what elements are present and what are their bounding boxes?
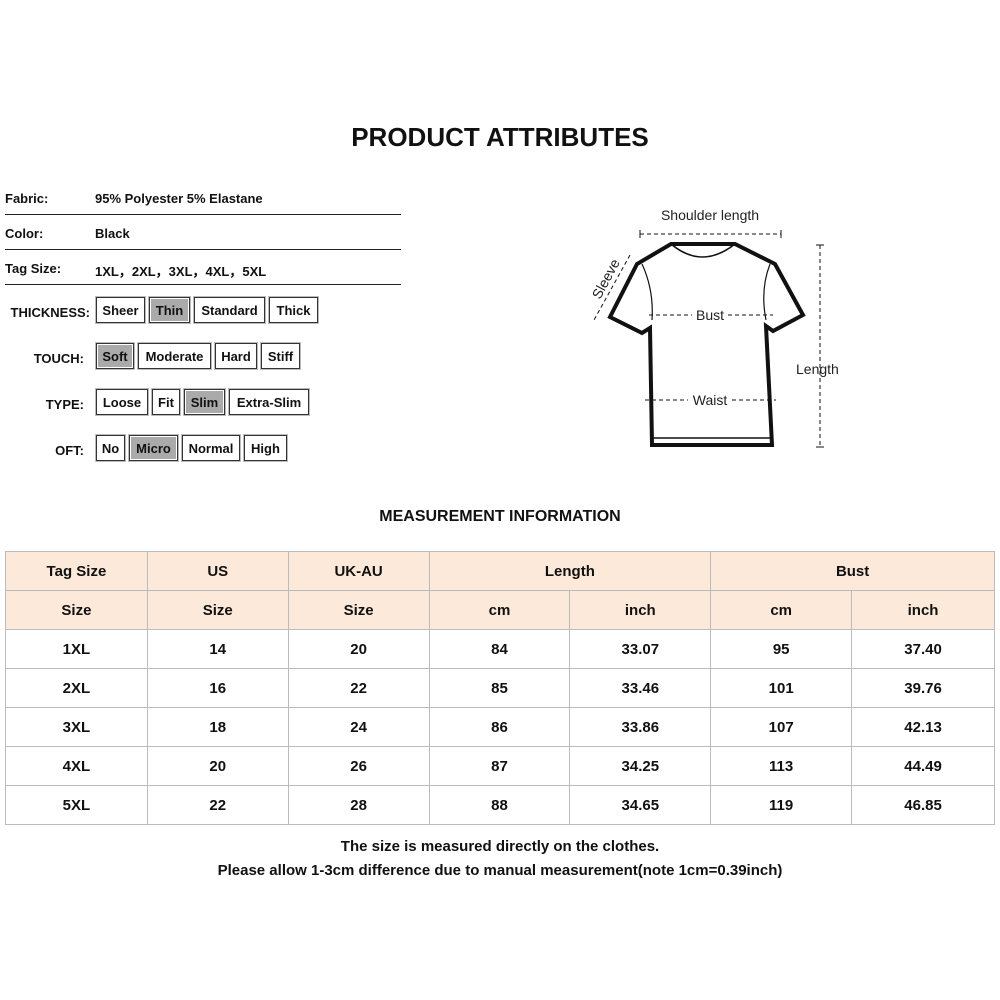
header-cell: UK-AU <box>287 551 430 591</box>
table-cell: 2XL <box>5 668 148 708</box>
page-title: PRODUCT ATTRIBUTES <box>351 122 649 152</box>
table-cell: 22 <box>146 785 289 825</box>
header-cell: cm <box>428 590 571 630</box>
table-cell: 14 <box>146 629 289 669</box>
header-cell: inch <box>569 590 712 630</box>
table-cell: 20 <box>287 629 430 669</box>
table-cell: 85 <box>428 668 571 708</box>
option-normal: Normal <box>182 435 240 461</box>
option-loose: Loose <box>96 389 148 415</box>
table-cell: 28 <box>287 785 430 825</box>
table-cell: 26 <box>287 746 430 786</box>
touch-label: TOUCH: <box>33 351 84 366</box>
bust-label: Bust <box>696 307 724 323</box>
tag-size-value: 1XL，2XL，3XL，4XL，5XL <box>95 264 267 279</box>
tshirt-outline <box>607 242 806 447</box>
table-cell: 101 <box>710 668 853 708</box>
header-cell: Length <box>428 551 712 591</box>
color-label: Color: <box>5 226 44 241</box>
header-cell: inch <box>851 590 995 630</box>
thickness-label: THICKNESS: <box>10 305 90 320</box>
table-row: 4XL 20 26 87 34.25 113 44.49 <box>5 746 995 786</box>
fabric-value: 95% Polyester 5% Elastane <box>95 191 263 206</box>
table-cell: 107 <box>710 707 853 747</box>
header-cell: US <box>146 551 289 591</box>
sleeve-label: Sleeve <box>589 256 623 301</box>
table-row: 5XL 22 28 88 34.65 119 46.85 <box>5 785 995 825</box>
tag-size-label: Tag Size: <box>5 261 62 276</box>
option-fit: Fit <box>152 389 180 415</box>
table-cell: 1XL <box>5 629 148 669</box>
table-row: 1XL 14 20 84 33.07 95 37.40 <box>5 629 995 669</box>
option-high: High <box>244 435 287 461</box>
option-sheer: Sheer <box>96 297 145 323</box>
table-cell: 84 <box>428 629 571 669</box>
header-cell: Tag Size <box>5 551 148 591</box>
table-cell: 33.07 <box>569 629 712 669</box>
header-cell: Size <box>5 590 148 630</box>
length-label: Length <box>796 361 839 377</box>
divider <box>5 284 401 285</box>
oft-label: OFT: <box>55 443 84 458</box>
option-stiff: Stiff <box>261 343 300 369</box>
table-cell: 34.25 <box>569 746 712 786</box>
table-cell: 33.46 <box>569 668 712 708</box>
option-slim-selected: Slim <box>184 389 225 415</box>
table-cell: 33.86 <box>569 707 712 747</box>
table-cell: 20 <box>146 746 289 786</box>
table-cell: 3XL <box>5 707 148 747</box>
table-cell: 88 <box>428 785 571 825</box>
header-cell: Bust <box>710 551 995 591</box>
table-cell: 113 <box>710 746 853 786</box>
table-cell: 34.65 <box>569 785 712 825</box>
table-header-row: Tag Size US UK-AU Length Bust <box>5 551 995 591</box>
option-thin-selected: Thin <box>149 297 190 323</box>
option-micro-selected: Micro <box>129 435 178 461</box>
divider <box>5 214 401 215</box>
waist-label: Waist <box>693 392 728 408</box>
type-label: TYPE: <box>45 397 84 412</box>
option-thick: Thick <box>269 297 318 323</box>
note-measured: The size is measured directly on the clo… <box>340 838 660 855</box>
table-cell: 95 <box>710 629 853 669</box>
table-cell: 16 <box>146 668 289 708</box>
option-hard: Hard <box>215 343 257 369</box>
size-chart-table: Tag Size US UK-AU Length Bust Size Size … <box>5 551 995 825</box>
option-moderate: Moderate <box>138 343 211 369</box>
divider <box>5 249 401 250</box>
table-cell: 39.76 <box>851 668 995 708</box>
option-soft-selected: Soft <box>96 343 134 369</box>
note-difference: Please allow 1-3cm difference due to man… <box>217 862 783 879</box>
table-cell: 37.40 <box>851 629 995 669</box>
tshirt-collar <box>670 243 736 258</box>
color-value: Black <box>95 226 130 241</box>
table-cell: 46.85 <box>851 785 995 825</box>
table-cell: 86 <box>428 707 571 747</box>
header-cell: cm <box>710 590 853 630</box>
table-cell: 24 <box>287 707 430 747</box>
header-cell: Size <box>146 590 289 630</box>
header-cell: Size <box>287 590 430 630</box>
table-subheader-row: Size Size Size cm inch cm inch <box>5 590 995 630</box>
option-no: No <box>96 435 125 461</box>
option-standard: Standard <box>194 297 265 323</box>
option-extra-slim: Extra-Slim <box>229 389 309 415</box>
table-cell: 87 <box>428 746 571 786</box>
table-cell: 42.13 <box>851 707 995 747</box>
table-cell: 22 <box>287 668 430 708</box>
table-row: 3XL 18 24 86 33.86 107 42.13 <box>5 707 995 747</box>
table-cell: 18 <box>146 707 289 747</box>
fabric-label: Fabric: <box>5 191 49 206</box>
table-row: 2XL 16 22 85 33.46 101 39.76 <box>5 668 995 708</box>
table-cell: 44.49 <box>851 746 995 786</box>
measurement-title: MEASUREMENT INFORMATION <box>379 508 621 525</box>
shoulder-length-label: Shoulder length <box>661 207 759 223</box>
table-cell: 4XL <box>5 746 148 786</box>
table-cell: 119 <box>710 785 853 825</box>
table-cell: 5XL <box>5 785 148 825</box>
tshirt-size-diagram: Shoulder length Sleeve Bust Waist Length <box>589 207 839 448</box>
